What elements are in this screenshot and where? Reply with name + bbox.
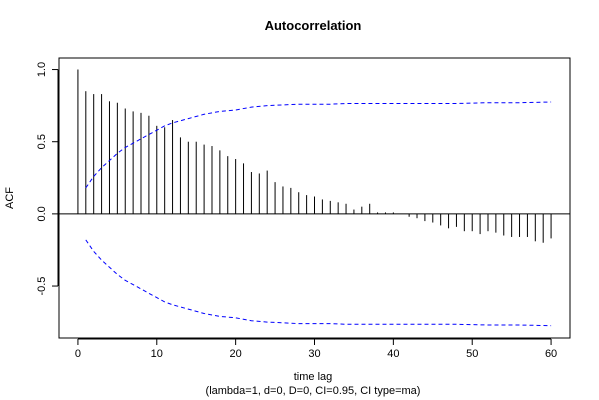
- x-tick-label: 10: [151, 348, 163, 360]
- y-tick-label: 0.0: [36, 206, 48, 221]
- x-tick-label: 30: [308, 348, 320, 360]
- y-axis: -0.5 0.0 0.5 1.0: [36, 62, 59, 296]
- x-tick-label: 50: [466, 348, 478, 360]
- x-axis: 0 10 20 30 40 50 60: [75, 338, 557, 360]
- x-tick-label: 20: [230, 348, 242, 360]
- x-tick-label: 60: [545, 348, 557, 360]
- ci-lower-line: [85, 239, 552, 327]
- acf-bars: [77, 69, 552, 243]
- plot-frame: [58, 57, 571, 339]
- x-tick-label: 0: [75, 348, 81, 360]
- x-axis-label: time lag: [294, 371, 333, 383]
- x-tick-label: 40: [387, 348, 399, 360]
- chart-title: Autocorrelation: [265, 18, 362, 33]
- chart-caption: (lambda=1, d=0, D=0, CI=0.95, CI type=ma…: [206, 385, 421, 397]
- y-tick-label: -0.5: [36, 277, 48, 296]
- y-tick-label: 1.0: [36, 62, 48, 77]
- confidence-bands: [85, 101, 552, 327]
- y-tick-label: 0.5: [36, 134, 48, 149]
- ci-upper-line: [85, 101, 552, 189]
- y-axis-label: ACF: [4, 187, 16, 209]
